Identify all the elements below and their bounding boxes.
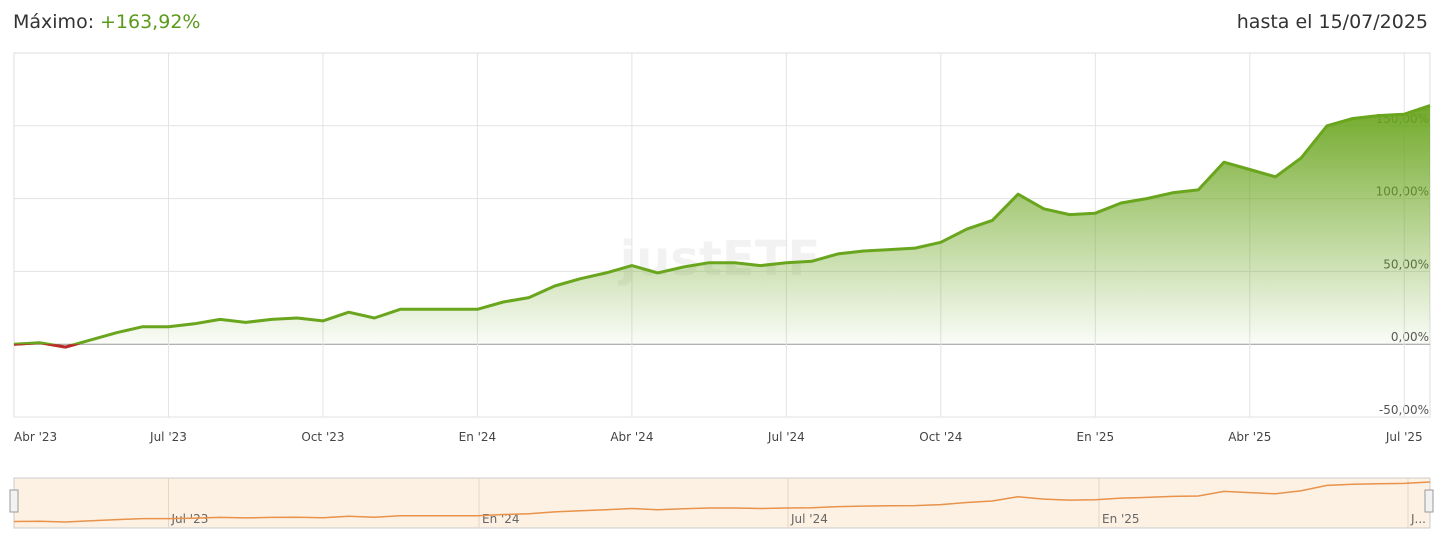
x-tick-label: Abr '24 xyxy=(610,430,653,444)
x-tick-label: Abr '25 xyxy=(1228,430,1271,444)
x-tick-label: Jul '25 xyxy=(1385,430,1423,444)
area-fill xyxy=(14,105,1430,348)
header-label: Máximo: xyxy=(13,11,94,33)
x-tick-label: Oct '24 xyxy=(919,430,962,444)
navigator-label: J... xyxy=(1410,512,1426,526)
navigator-handle[interactable] xyxy=(9,489,19,513)
navigator-label: En '25 xyxy=(1102,512,1140,526)
x-tick-label: En '25 xyxy=(1077,430,1115,444)
x-tick-label: En '24 xyxy=(459,430,497,444)
navigator-label: Jul '23 xyxy=(171,512,209,526)
line xyxy=(13,104,1431,349)
x-tick-label: Oct '23 xyxy=(301,430,344,444)
date-note: hasta el 15/07/2025 xyxy=(1237,11,1428,33)
x-tick-label: Abr '23 xyxy=(14,430,57,444)
navigator-handle[interactable] xyxy=(1424,489,1434,513)
x-tick-label: Jul '23 xyxy=(149,430,187,444)
header-value: +163,92% xyxy=(100,11,200,33)
navigator-label: Jul '24 xyxy=(790,512,828,526)
navigator-line xyxy=(13,481,1431,523)
navigator-frame xyxy=(13,477,1431,529)
x-tick-label: Jul '24 xyxy=(767,430,805,444)
